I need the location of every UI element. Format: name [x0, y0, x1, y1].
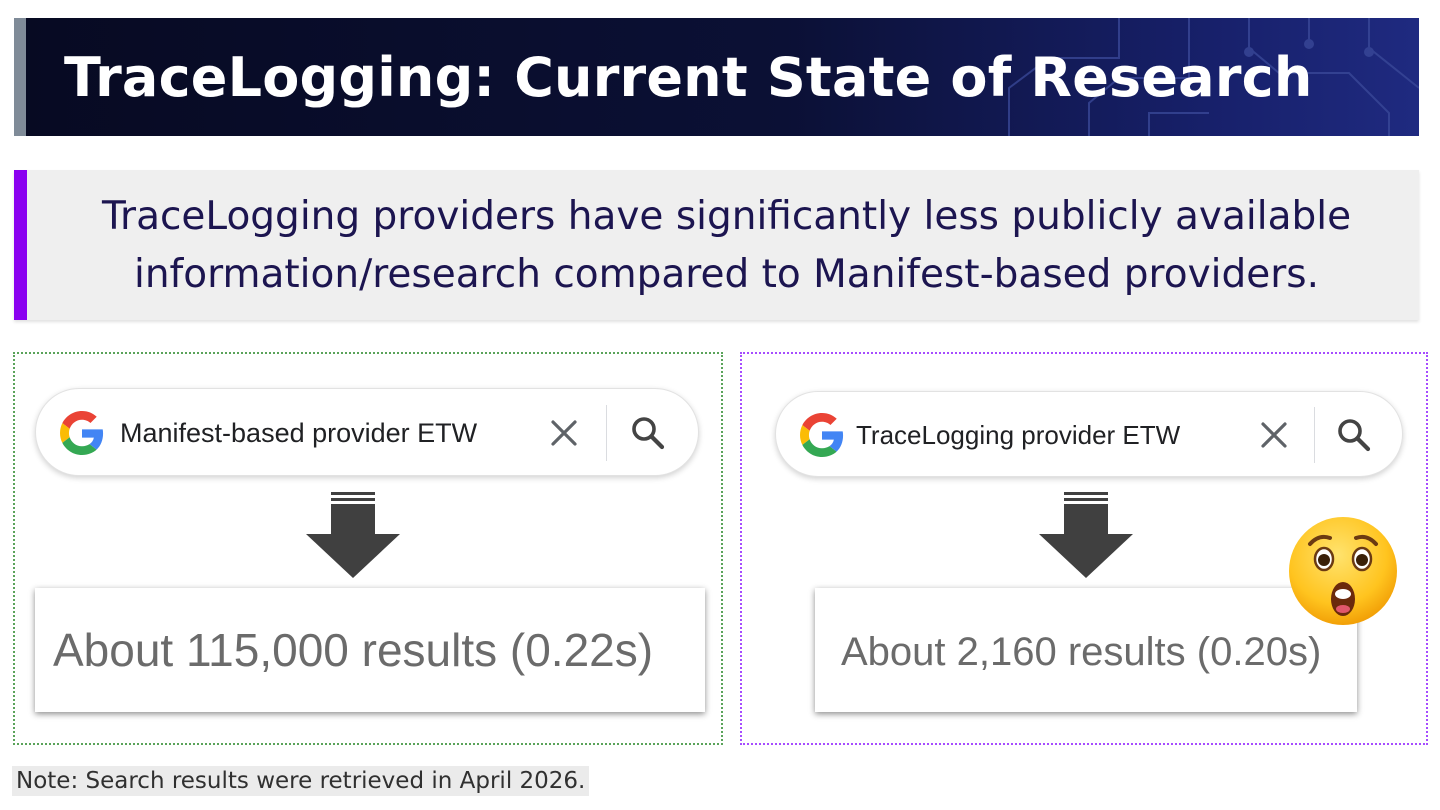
- clear-search-icon[interactable]: [544, 413, 584, 453]
- footnote: Note: Search results were retrieved in A…: [12, 766, 590, 796]
- search-bar[interactable]: TraceLogging provider ETW: [775, 391, 1403, 477]
- callout-line-2: information/research compared to Manifes…: [133, 252, 1319, 297]
- google-logo-icon: [60, 411, 104, 455]
- manifest-search-panel: Manifest-based provider ETW About 115,00…: [13, 352, 723, 745]
- circuit-decoration: [1008, 18, 1419, 136]
- title-accent-bar: [14, 18, 26, 136]
- callout-line-1: TraceLogging providers have significantl…: [101, 194, 1352, 239]
- down-arrow-icon: [306, 492, 400, 578]
- results-count: About 115,000 results (0.22s): [35, 588, 705, 712]
- clear-search-icon[interactable]: [1254, 415, 1294, 455]
- down-arrow-icon: [1039, 492, 1133, 578]
- callout-box: TraceLogging providers have significantl…: [14, 170, 1419, 320]
- search-divider: [606, 405, 607, 461]
- search-divider: [1314, 407, 1315, 463]
- results-count: About 2,160 results (0.20s): [815, 588, 1357, 712]
- search-bar[interactable]: Manifest-based provider ETW: [35, 388, 699, 476]
- astonished-face-icon: [1289, 517, 1397, 625]
- search-icon[interactable]: [1334, 415, 1374, 455]
- page-title: TraceLogging: Current State of Research: [64, 46, 1313, 109]
- tracelogging-search-panel: TraceLogging provider ETW About 2,160 re…: [740, 352, 1428, 745]
- search-query: Manifest-based provider ETW: [120, 418, 478, 448]
- callout-accent-bar: [14, 170, 27, 320]
- title-bar: TraceLogging: Current State of Research: [14, 18, 1419, 136]
- callout-text: TraceLogging providers have significantl…: [54, 188, 1399, 304]
- search-query: TraceLogging provider ETW: [856, 420, 1181, 450]
- google-logo-icon: [800, 413, 844, 457]
- search-icon[interactable]: [628, 413, 668, 453]
